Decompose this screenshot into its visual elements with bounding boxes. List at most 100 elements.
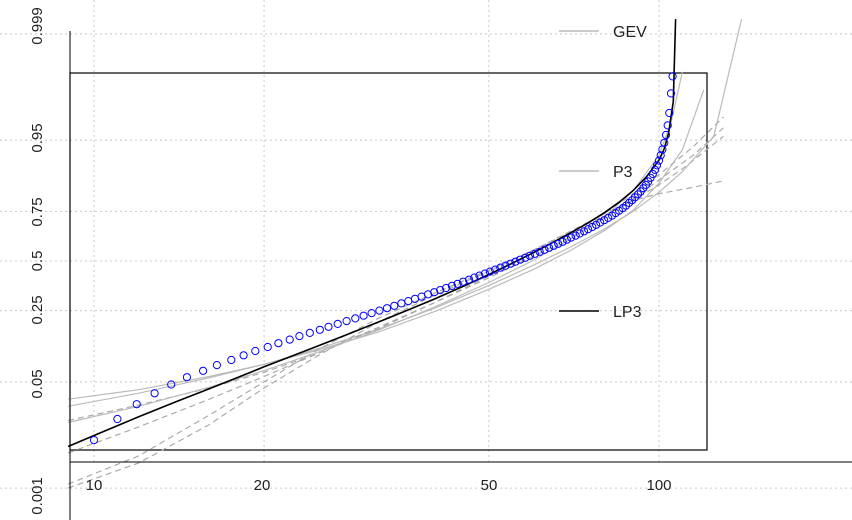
observation-point	[661, 130, 671, 140]
observation-point	[650, 165, 660, 174]
observation-point	[600, 216, 609, 225]
legend-label-lp3: LP3	[613, 304, 642, 321]
observation-point	[549, 241, 558, 250]
observation-point	[132, 400, 141, 409]
x-tick-label: 10	[86, 477, 103, 494]
axis-ticks: 10 20 50 100 0.001 0.05 0.25 0.5 0.75 0.…	[29, 7, 672, 515]
observation-point	[375, 306, 384, 315]
y-tick-label: 0.999	[29, 7, 46, 45]
legend: GEV P3 LP3	[559, 24, 647, 321]
observation-point	[436, 286, 445, 295]
y-tick-label: 0.95	[29, 123, 46, 152]
legend-label-gev: GEV	[613, 24, 647, 41]
y-tick-label: 0.001	[29, 477, 46, 515]
y-tick-label: 0.05	[29, 369, 46, 398]
observation-point	[665, 108, 674, 118]
observation-point	[167, 380, 176, 389]
observation-point	[359, 311, 368, 320]
observation-point	[397, 299, 406, 308]
curve-p3	[68, 89, 705, 400]
observation-point	[596, 218, 605, 227]
fitted-curves	[67, 18, 743, 489]
observation-point	[628, 196, 637, 205]
observation-point	[485, 267, 494, 276]
curve-gev	[67, 18, 743, 407]
observation-point	[430, 288, 439, 297]
observation-point	[227, 355, 236, 365]
curve-reference-dashed	[67, 116, 724, 422]
observation-point	[390, 301, 399, 310]
observation-point	[239, 351, 248, 360]
y-tick-label: 0.75	[29, 197, 46, 226]
observation-point	[150, 389, 159, 398]
observation-point	[324, 322, 333, 331]
observation-point	[113, 414, 122, 424]
observation-point	[506, 259, 515, 268]
observation-point	[470, 273, 479, 282]
observation-point	[442, 283, 451, 293]
observation-point	[575, 229, 584, 238]
legend-label-p3: P3	[613, 164, 633, 181]
observation-point	[521, 253, 530, 262]
observation-point	[447, 281, 456, 290]
observation-point	[654, 156, 664, 165]
x-tick-label: 100	[646, 477, 671, 494]
observation-point	[633, 190, 643, 199]
observation-point	[285, 335, 294, 344]
observation-point	[459, 277, 468, 286]
observation-point	[660, 138, 669, 147]
observation-point	[305, 328, 314, 337]
curve-reference-solid	[67, 71, 683, 424]
observation-point	[580, 227, 589, 236]
observation-point	[511, 257, 520, 266]
observation-point	[545, 243, 554, 252]
observation-point	[496, 263, 505, 272]
observation-point	[630, 193, 640, 202]
observation-point	[567, 233, 576, 242]
observation-point	[554, 239, 563, 248]
observation-point	[652, 161, 662, 170]
observation-point	[295, 332, 304, 341]
observation-point	[666, 89, 676, 98]
observation-point	[342, 317, 351, 326]
observation-point	[501, 261, 510, 270]
observation-point	[89, 436, 99, 445]
observation-point	[199, 366, 208, 375]
observation-point	[656, 151, 665, 160]
observation-point	[404, 297, 413, 306]
observation-point	[491, 265, 500, 274]
observation-point	[516, 255, 525, 264]
observation-point	[668, 72, 677, 81]
observation-point	[604, 213, 613, 222]
x-tick-label: 50	[481, 477, 498, 494]
observation-point	[571, 231, 580, 240]
observation-point	[558, 237, 567, 246]
observed-points	[89, 72, 677, 445]
curve-reference-dashed	[67, 127, 724, 454]
y-tick-label: 0.5	[29, 251, 46, 272]
observation-point	[562, 235, 572, 244]
observation-point	[182, 373, 191, 382]
observation-point	[251, 346, 260, 356]
observation-point	[263, 342, 272, 352]
observation-point	[530, 249, 540, 258]
observation-point	[592, 220, 601, 229]
observation-point	[382, 304, 392, 313]
observation-point	[621, 201, 631, 210]
observation-point	[351, 314, 360, 323]
observation-point	[648, 169, 657, 179]
observation-point	[584, 225, 593, 234]
axes	[69, 31, 852, 520]
observation-point	[212, 361, 221, 370]
curve-reference-dashed	[67, 135, 724, 485]
observation-point	[315, 325, 324, 334]
observation-point	[367, 309, 376, 318]
observation-point	[464, 275, 474, 284]
observation-point	[274, 339, 283, 348]
observation-point	[480, 269, 490, 278]
curve-reference-dashed	[67, 180, 724, 489]
observation-point	[525, 251, 535, 260]
observation-point	[663, 121, 672, 130]
observation-point	[453, 279, 462, 288]
